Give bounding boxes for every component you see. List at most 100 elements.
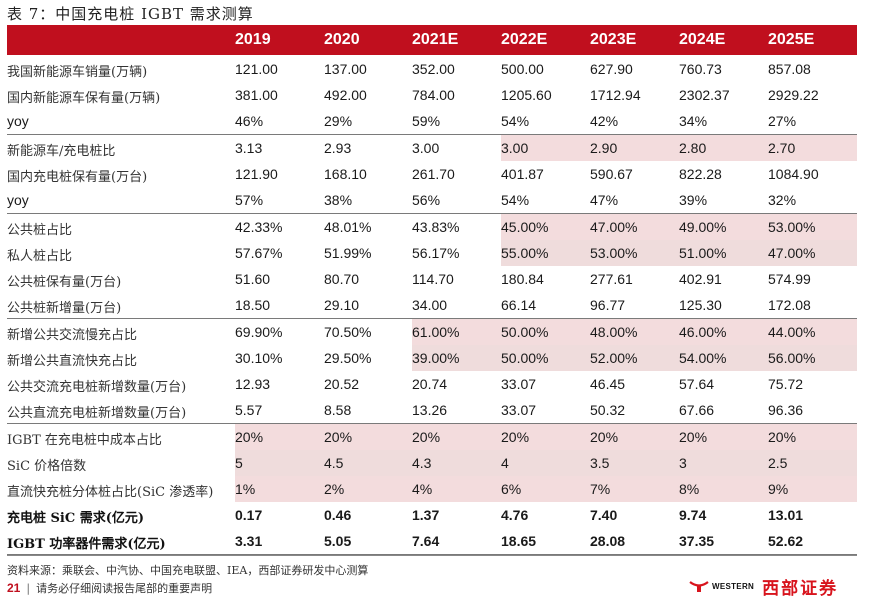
row-label: yoy: [7, 192, 29, 208]
row-label: IGBT 功率器件需求(亿元): [7, 537, 166, 552]
table-cell: 50.32: [590, 402, 626, 418]
table-cell: 4.5: [324, 450, 412, 476]
table-cell: 2.5: [768, 450, 857, 476]
table-cell: 4: [501, 450, 590, 476]
table-header-row: 2019 2020 2021E 2022E 2023E 2024E 2025E: [7, 25, 857, 55]
row-label: 公共桩占比: [7, 223, 73, 238]
table-cell: 54%: [501, 113, 530, 129]
table-cell: 3: [679, 450, 768, 476]
row-label: 充电桩 SiC 需求(亿元): [7, 511, 145, 526]
table-cell: 18.50: [235, 297, 271, 313]
table-cell: 1084.90: [768, 166, 819, 182]
table-cell: 4%: [412, 476, 501, 502]
table-row: yoy 46% 29% 59% 54% 42% 34% 27%: [7, 108, 857, 134]
table-cell: 45.00%: [501, 214, 590, 240]
table-cell: 401.87: [501, 166, 544, 182]
table-row: IGBT 在充电桩中成本占比 20% 20% 20% 20% 20% 20% 20%: [7, 423, 857, 450]
table-cell: 8%: [679, 476, 768, 502]
table-cell: 0.17: [235, 507, 263, 523]
table-row: 公共桩新增量(万台) 18.50 29.10 34.00 66.14 96.77 125.3…: [7, 292, 857, 318]
row-label: 公共直流充电桩新增数量(万台): [7, 406, 187, 421]
table-cell: 2929.22: [768, 87, 819, 103]
table-cell: 121.90: [235, 166, 278, 182]
table-cell: 261.70: [412, 166, 455, 182]
row-label: 新增公共直流快充占比: [7, 354, 138, 369]
table-cell: 1712.94: [590, 87, 641, 103]
table-cell: 114.70: [412, 271, 454, 287]
table-cell: 34.00: [412, 297, 448, 313]
table-cell: 50.00%: [501, 345, 590, 371]
column-header: 2024E: [679, 31, 726, 48]
table-cell: 55.00%: [501, 240, 590, 266]
table-title: 表 7：中国充电桩 IGBT 需求测算: [7, 5, 254, 23]
table-cell: 33.07: [501, 376, 537, 392]
table-cell: 56.00%: [768, 345, 857, 371]
table-cell: 20%: [501, 424, 590, 450]
table-cell: 34%: [679, 113, 708, 129]
footer-separator: |: [26, 582, 31, 595]
row-label: 公共桩保有量(万台): [7, 275, 122, 290]
igbt-demand-table: 2019 2020 2021E 2022E 2023E 2024E 2025E 我国新能源车…: [7, 25, 857, 555]
row-label: 国内充电桩保有量(万台): [7, 170, 148, 185]
table-cell: 760.73: [679, 61, 722, 77]
table-cell: 2%: [324, 476, 412, 502]
table-cell: 47.00%: [590, 214, 679, 240]
column-header: 2020: [324, 31, 360, 48]
table-cell: 4.3: [412, 450, 501, 476]
table-row: 直流快充桩分体桩占比(SiC 渗透率) 1% 2% 4% 6% 7% 8% 9%: [7, 476, 857, 502]
table-cell: 7.40: [590, 507, 618, 523]
table-cell: 121.00: [235, 61, 278, 77]
table-cell: 39%: [679, 192, 708, 208]
table-cell: 57.64: [679, 376, 715, 392]
table-cell: 53.00%: [590, 240, 679, 266]
table-row: yoy 57% 38% 56% 54% 47% 39% 32%: [7, 187, 857, 213]
table-cell: 59%: [412, 113, 441, 129]
bull-logo-icon: [689, 581, 709, 592]
logo-text-cn: 西部证券: [762, 578, 839, 599]
table-cell: 51.99%: [324, 245, 372, 261]
table-cell: 2.80: [679, 135, 768, 161]
logo-text-en: WESTERN: [712, 581, 755, 591]
table-body: 我国新能源车销量(万辆) 121.00 137.00 352.00 500.00 627.…: [7, 56, 857, 555]
table-row: 国内新能源车保有量(万辆) 381.00 492.00 784.00 1205.60 17…: [7, 82, 857, 108]
table-cell: 70.50%: [324, 324, 372, 340]
table-cell: 20%: [412, 424, 501, 450]
table-row: 新能源车/充电桩比 3.13 2.93 3.00 3.00 2.90 2.80 2.70: [7, 134, 857, 161]
table-cell: 37.35: [679, 533, 715, 549]
table-row: 公共桩占比 42.33% 48.01% 43.83% 45.00% 47.00% 49.00…: [7, 213, 857, 240]
table-cell: 54.00%: [679, 345, 768, 371]
table-cell: 20%: [679, 424, 768, 450]
table-cell: 18.65: [501, 533, 537, 549]
table-row: 我国新能源车销量(万辆) 121.00 137.00 352.00 500.00 627.…: [7, 56, 857, 82]
column-header: 2021E: [412, 31, 459, 48]
table-cell: 1%: [235, 476, 324, 502]
table-cell: 49.00%: [679, 214, 768, 240]
row-label: 公共桩新增量(万台): [7, 301, 122, 316]
table-cell: 5.05: [324, 533, 352, 549]
table-row: IGBT 功率器件需求(亿元) 3.31 5.05 7.64 18.65 28.08 37.…: [7, 528, 857, 554]
table-cell: 61.00%: [412, 319, 501, 345]
table-cell: 30.10%: [235, 350, 283, 366]
table-cell: 180.84: [501, 271, 544, 287]
table-cell: 80.70: [324, 271, 360, 287]
table-cell: 53.00%: [768, 214, 857, 240]
footer-divider: [7, 555, 857, 556]
table-cell: 51.00%: [679, 240, 768, 266]
column-header: 2023E: [590, 31, 637, 48]
table-cell: 8.58: [324, 402, 352, 418]
table-row: 国内充电桩保有量(万台) 121.90 168.10 261.70 401.87 590.…: [7, 161, 857, 187]
table-cell: 56.17%: [412, 245, 460, 261]
table-cell: 6%: [501, 476, 590, 502]
table-cell: 3.00: [501, 135, 590, 161]
table-cell: 0.46: [324, 507, 352, 523]
table-cell: 67.66: [679, 402, 715, 418]
table-cell: 784.00: [412, 87, 455, 103]
table-cell: 352.00: [412, 61, 455, 77]
brand-logo: WESTERN 西部证券: [688, 577, 838, 599]
table-row: 充电桩 SiC 需求(亿元) 0.17 0.46 1.37 4.76 7.40 9.74 13…: [7, 502, 857, 528]
row-label: 新能源车/充电桩比: [7, 144, 116, 159]
table-cell: 29%: [324, 113, 353, 129]
table-cell: 46%: [235, 113, 264, 129]
table-cell: 7.64: [412, 533, 440, 549]
table-cell: 2.90: [590, 135, 679, 161]
